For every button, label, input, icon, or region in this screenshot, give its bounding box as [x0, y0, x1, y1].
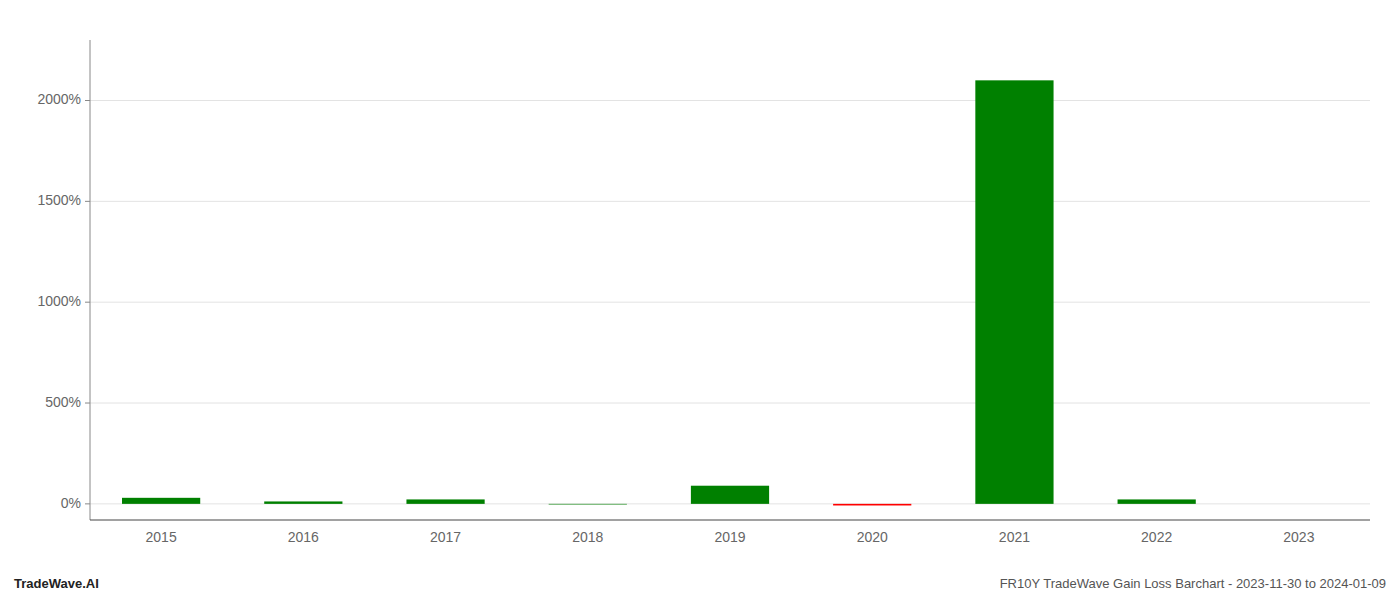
grid-line [90, 302, 1370, 303]
y-ticks: 0% 500% 1000% 1500% 2000% [37, 91, 90, 510]
tick-label: 2016 [288, 529, 319, 545]
tick-label: 2000% [37, 91, 81, 107]
bar [1260, 503, 1338, 504]
y-grid [90, 101, 1370, 504]
x-ticks: 2015 2016 2017 2018 2019 2020 2021 2022 2023 [146, 529, 1315, 545]
tick-label: 2023 [1283, 529, 1314, 545]
tick-label: 500% [45, 394, 81, 410]
footer-right: FR10Y TradeWave Gain Loss Barchart - 202… [1000, 576, 1386, 591]
grid-line [90, 403, 1370, 404]
tick-label: 2021 [999, 529, 1030, 545]
tick-label: 1000% [37, 293, 81, 309]
bar [549, 503, 627, 505]
bars [122, 80, 1196, 505]
tick-mark [85, 503, 90, 504]
bar [833, 504, 911, 506]
tick-label: 2015 [146, 529, 177, 545]
grid-line [90, 100, 1370, 101]
bar [122, 498, 200, 504]
tick-label: 0% [61, 495, 81, 511]
tick-label: 2019 [714, 529, 745, 545]
tick-mark [85, 201, 90, 202]
tick-label: 2022 [1141, 529, 1172, 545]
tick-mark [85, 100, 90, 101]
bar [264, 501, 342, 503]
chart-svg: 0%500%1000%1500%2000%2015201620172018201… [0, 0, 1400, 600]
tick-label: 2017 [430, 529, 461, 545]
bar [975, 80, 1053, 504]
tick-label: 2020 [857, 529, 888, 545]
bar [691, 486, 769, 504]
tick-label: 1500% [37, 192, 81, 208]
footer: TradeWave.AI FR10Y TradeWave Gain Loss Ba… [14, 576, 1386, 591]
y-axis-line [90, 40, 91, 520]
chart-container: 0%500%1000%1500%2000%2015201620172018201… [0, 0, 1400, 600]
grid-line [90, 201, 1370, 202]
axes [90, 40, 1370, 520]
tick-mark [85, 403, 90, 404]
x-axis-line [90, 520, 1370, 521]
footer-left: TradeWave.AI [14, 576, 99, 591]
tick-mark [85, 302, 90, 303]
tick-label: 2018 [572, 529, 603, 545]
bar [1118, 499, 1196, 503]
bar [406, 499, 484, 503]
